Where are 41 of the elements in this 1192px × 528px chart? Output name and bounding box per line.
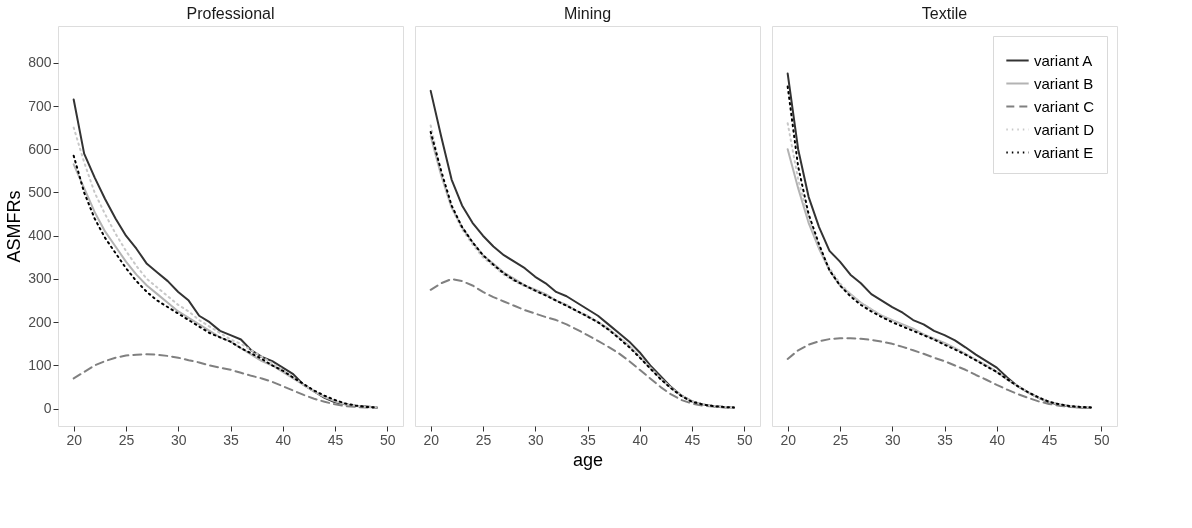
y-axis-title: ASMFRs (4, 190, 25, 263)
chart-title: Mining (563, 5, 612, 22)
chart-title: Textile (921, 5, 968, 22)
x-tick-label: 30 (884, 431, 901, 448)
legend-label: variant A (1034, 51, 1093, 69)
x-tick-label: 45 (1041, 431, 1058, 448)
y-tick-label: 800 (28, 54, 52, 71)
x-tick-label: 25 (832, 431, 849, 448)
x-tick-label: 35 (223, 431, 239, 448)
legend-label: variant C (1034, 97, 1095, 115)
y-tick-label: 0 (43, 400, 52, 417)
x-tick-label: 40 (275, 431, 292, 448)
legend-label: variant B (1034, 74, 1094, 92)
x-tick-label: 25 (475, 431, 492, 448)
legend-label: variant E (1034, 143, 1094, 161)
legend-label: variant D (1034, 120, 1095, 138)
y-tick-label: 700 (28, 97, 52, 114)
x-tick-label: 20 (423, 431, 440, 448)
x-tick-label: 30 (170, 431, 187, 448)
x-tick-label: 35 (580, 431, 596, 448)
chart-title: Professional (186, 5, 275, 22)
x-tick-label: 20 (780, 431, 797, 448)
y-tick-label: 500 (28, 183, 52, 200)
y-tick-label: 100 (28, 356, 52, 373)
x-tick-label: 50 (1094, 431, 1110, 448)
x-tick-label: 35 (937, 431, 953, 448)
x-axis-title: age (572, 449, 604, 470)
x-tick-label: 45 (327, 431, 344, 448)
y-tick-label: 400 (28, 227, 52, 244)
x-tick-label: 40 (632, 431, 649, 448)
y-tick-label: 300 (28, 270, 52, 287)
x-tick-label: 45 (684, 431, 701, 448)
x-tick-label: 20 (66, 431, 83, 448)
x-tick-label: 40 (989, 431, 1006, 448)
x-tick-label: 30 (527, 431, 544, 448)
x-tick-label: 50 (737, 431, 753, 448)
y-tick-label: 600 (28, 140, 52, 157)
x-tick-label: 25 (118, 431, 135, 448)
line-series (72, 353, 378, 409)
x-tick-label: 50 (380, 431, 396, 448)
y-tick-label: 200 (28, 313, 52, 330)
